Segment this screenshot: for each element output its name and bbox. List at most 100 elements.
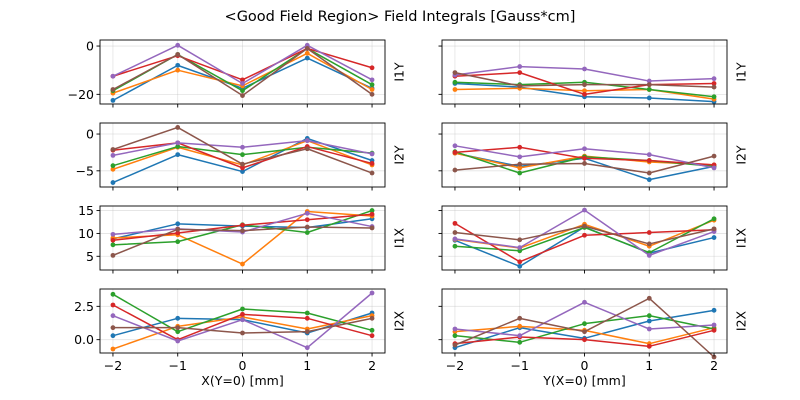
series-4-point — [175, 230, 181, 236]
x-tick-label: 1 — [303, 358, 311, 373]
series-5-point — [240, 81, 245, 86]
series-6-point — [175, 125, 181, 130]
series-5-point — [452, 236, 458, 242]
series-2-point — [304, 50, 310, 56]
series-4-point — [646, 343, 652, 349]
series-6-point — [582, 82, 587, 88]
series-4-point — [304, 217, 310, 223]
series-4-point — [517, 70, 523, 76]
series-2-point — [110, 166, 116, 172]
panel-label: I1Y — [392, 62, 407, 82]
y-tick-label: 10 — [78, 226, 94, 241]
series-5-point — [646, 152, 652, 158]
figure-title: <Good Field Region> Field Integrals [Gau… — [225, 9, 576, 25]
series-1-point — [646, 177, 652, 183]
series-6-point — [582, 223, 587, 229]
series-3-point — [517, 339, 523, 345]
series-3-point — [369, 327, 375, 333]
series-3-point — [517, 170, 523, 176]
series-6-point — [452, 167, 458, 173]
series-3-point — [711, 94, 717, 100]
x-tick-label: −2 — [446, 358, 464, 373]
series-6-point — [582, 329, 587, 335]
x-tick-label: −2 — [104, 358, 122, 373]
series-3-point — [369, 82, 375, 88]
panel-label: I1Y — [734, 62, 749, 82]
series-6-point — [304, 46, 310, 51]
series-6-point — [646, 241, 652, 247]
series-2-point — [517, 165, 523, 171]
series-6-point — [369, 91, 375, 97]
series-6-point — [517, 315, 523, 321]
series-5-point — [175, 338, 181, 344]
series-5-point — [110, 73, 116, 79]
series-5-point — [582, 66, 587, 72]
y-tick-label: 0.0 — [74, 332, 94, 347]
series-5-point — [711, 76, 717, 82]
x-tick-label: −1 — [169, 358, 187, 373]
series-6-point — [646, 170, 652, 176]
series-6-point — [452, 342, 458, 348]
series-1-point — [110, 333, 116, 339]
y-tick-label: 0 — [86, 39, 94, 54]
series-6-point — [110, 87, 116, 92]
subplot-i1x-y-scan: I1X — [438, 205, 749, 274]
series-4-point — [646, 158, 652, 163]
series-1-point — [646, 95, 652, 101]
series-2-point — [452, 87, 458, 92]
series-6-point — [175, 226, 181, 232]
x-tick-label: 0 — [239, 358, 247, 373]
series-4-point — [517, 144, 523, 150]
y-tick-label: −5 — [76, 163, 94, 178]
subplot-i1x-x-scan: 15 10 5 I1X — [78, 203, 407, 274]
series-5-point — [517, 154, 523, 160]
series-4-point — [517, 259, 523, 265]
series-5-point — [110, 231, 116, 237]
series-4-point — [240, 222, 245, 228]
series-5-point — [240, 144, 245, 150]
y-tick-label: 5 — [86, 249, 94, 264]
series-5-point — [369, 290, 375, 296]
series-3-point — [110, 291, 116, 297]
x-tick-label: 0 — [581, 358, 589, 373]
series-4-point — [582, 91, 587, 97]
series-3-point — [304, 230, 310, 235]
series-1-point — [304, 55, 310, 61]
series-4-point — [110, 302, 116, 308]
series-3-point — [452, 333, 458, 339]
series-6-point — [304, 146, 310, 152]
series-3-point — [646, 87, 652, 92]
series-5-point — [369, 77, 375, 83]
series-2-point — [110, 346, 116, 352]
y-tick-label: 15 — [78, 203, 94, 218]
subplot-i2x-x-scan: 2.5 0.0 −2 −1 0 1 2 I2X X(Y=0) [mm] — [74, 288, 407, 388]
subplot-i1y-y-scan: I1Y — [438, 39, 749, 108]
series-3-point — [240, 88, 245, 94]
series-5-point — [517, 64, 523, 69]
series-4-point — [110, 237, 116, 243]
series-4-point — [369, 333, 375, 339]
series-5-point — [452, 326, 458, 332]
series-6-point — [711, 84, 717, 90]
series-4-point — [240, 77, 245, 83]
series-3-point — [240, 306, 245, 312]
subplot-i1y-x-scan: 0 −20 I1Y — [68, 39, 407, 108]
series-5-point — [517, 245, 523, 251]
x-tick-label: −1 — [511, 358, 529, 373]
series-5-point — [582, 299, 587, 305]
series-6-point — [240, 161, 245, 167]
series-6-point — [711, 354, 717, 360]
series-1-point — [110, 97, 116, 103]
series-6-point — [110, 325, 116, 331]
series-4-point — [711, 81, 717, 86]
panel-label: I2Y — [734, 145, 749, 165]
series-5-point — [452, 143, 458, 149]
panel-label: I1X — [734, 227, 749, 248]
series-6-point — [175, 325, 181, 331]
series-1-point — [110, 180, 116, 185]
series-4-point — [240, 165, 245, 171]
series-6-point — [452, 70, 458, 76]
series-5-point — [517, 333, 523, 339]
series-6-point — [517, 161, 523, 167]
